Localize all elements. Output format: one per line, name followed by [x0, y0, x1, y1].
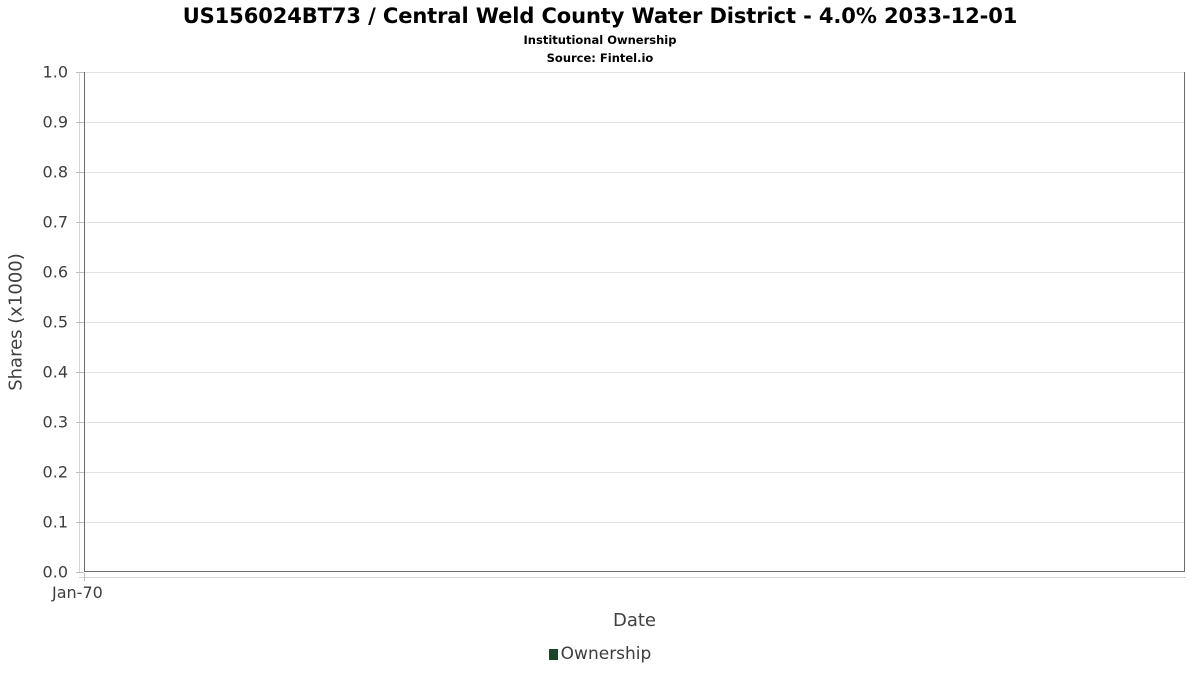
- x-axis-line: [79, 577, 1186, 578]
- gridline: [85, 422, 1184, 423]
- gridline: [85, 122, 1184, 123]
- gridline: [85, 372, 1184, 373]
- gridline: [85, 322, 1184, 323]
- gridline: [85, 272, 1184, 273]
- gridline: [85, 172, 1184, 173]
- y-axis-tick-label: 0.1: [42, 512, 68, 532]
- y-axis-tick-mark: [76, 322, 84, 323]
- chart-legend: Ownership: [0, 646, 1200, 663]
- y-axis-tick-label: 0.0: [42, 562, 68, 582]
- y-axis-tick-label: 1.0: [42, 62, 68, 82]
- y-axis-tick-mark: [76, 222, 84, 223]
- x-axis-tick-mark: [84, 573, 85, 581]
- legend-item[interactable]: Ownership: [548, 644, 652, 664]
- chart-title: US156024BT73 / Central Weld County Water…: [182, 4, 1018, 28]
- chart-subtitle: Institutional Ownership: [523, 33, 677, 47]
- y-axis-tick-label: 0.5: [42, 312, 68, 332]
- y-axis-tick-label: 0.4: [42, 362, 68, 382]
- y-axis-tick-mark: [76, 272, 84, 273]
- gridline: [85, 472, 1184, 473]
- y-axis-title: Shares (x1000): [5, 253, 27, 391]
- y-axis-tick-mark: [76, 122, 84, 123]
- y-axis-tick-label: 0.8: [42, 162, 68, 182]
- legend-swatch-icon: [548, 649, 558, 660]
- legend-label: Ownership: [560, 644, 652, 664]
- gridline: [85, 72, 1184, 73]
- x-axis-tick-label: Jan-70: [52, 583, 103, 602]
- y-axis-tick-label: 0.9: [42, 112, 68, 132]
- y-axis-tick-mark: [76, 522, 84, 523]
- gridline: [85, 522, 1184, 523]
- y-axis-tick-label: 0.6: [42, 262, 68, 282]
- plot-area: [84, 72, 1185, 572]
- y-axis-tick-label: 0.3: [42, 412, 68, 432]
- y-axis-tick-mark: [76, 372, 84, 373]
- chart-source-attribution: Source: Fintel.io: [546, 51, 654, 65]
- y-axis-tick-mark: [76, 472, 84, 473]
- y-axis-tick-mark: [76, 172, 84, 173]
- y-axis-tick-mark: [76, 72, 84, 73]
- y-axis-tick-label: 0.7: [42, 212, 68, 232]
- y-axis-tick-mark: [76, 572, 84, 573]
- y-axis-tick-label: 0.2: [42, 462, 68, 482]
- gridline: [85, 222, 1184, 223]
- x-axis-title: Date: [612, 610, 657, 631]
- y-axis-tick-mark: [76, 422, 84, 423]
